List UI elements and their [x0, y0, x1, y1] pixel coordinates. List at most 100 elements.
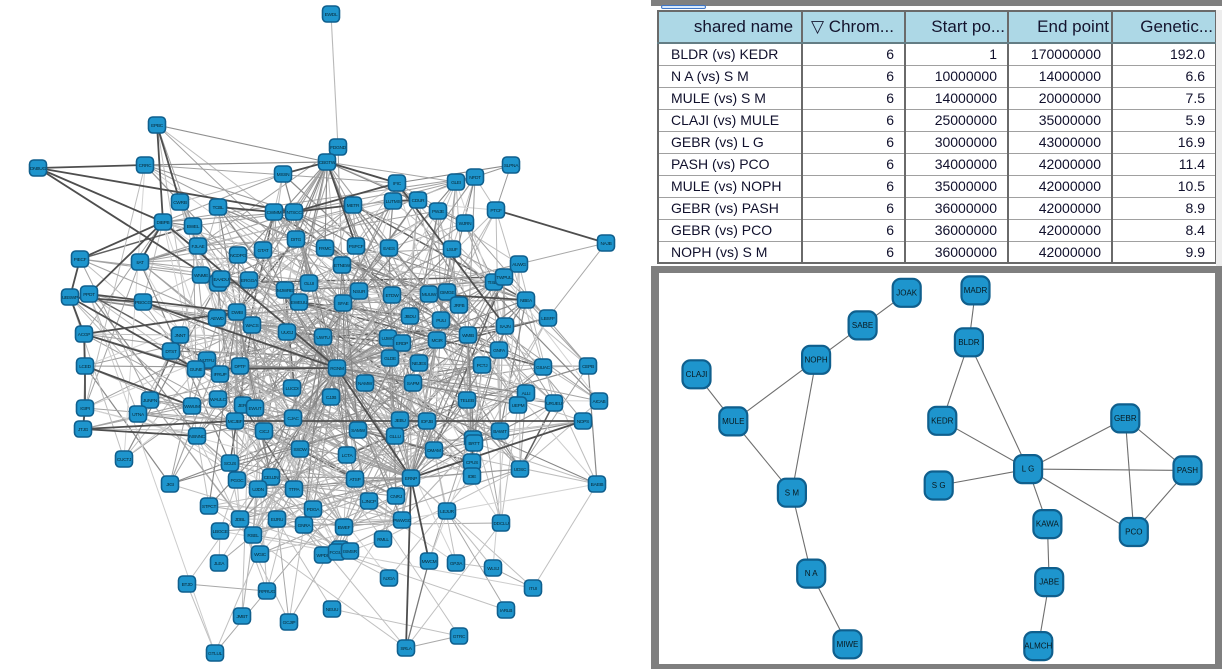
svg-text:LUTMS: LUTMS — [386, 199, 401, 205]
svg-text:N A: N A — [805, 569, 819, 578]
svg-text:UWTU: UWTU — [316, 335, 330, 341]
svg-text:JOAK: JOAK — [896, 288, 918, 297]
svg-text:JABE: JABE — [1039, 578, 1059, 587]
svg-text:AICAB: AICAB — [593, 399, 606, 405]
svg-text:RPRUG: RPRUG — [259, 589, 275, 595]
svg-text:ISMSR: ISMSR — [343, 549, 358, 555]
svg-text:SAJN: SAJN — [499, 324, 511, 330]
svg-text:NCDPG: NCDPG — [230, 253, 246, 259]
svg-text:ERDP: ERDP — [396, 341, 408, 347]
svg-text:PTCF: PTCF — [490, 208, 502, 214]
svg-text:CRRC: CRRC — [139, 163, 152, 169]
svg-text:DPTF: DPTF — [234, 364, 246, 370]
svg-text:CEPB: CEPB — [582, 364, 594, 370]
svg-text:IDIE: IDIE — [468, 474, 476, 480]
svg-text:ETNEW: ETNEW — [334, 263, 351, 269]
svg-text:MUUW: MUUW — [422, 292, 437, 298]
svg-text:PIECF: PIECF — [74, 257, 87, 263]
svg-text:PWJE: PWJE — [432, 209, 444, 215]
svg-text:EIJRU: EIJRU — [271, 517, 284, 523]
svg-text:CUCTJ: CUCTJ — [117, 457, 132, 463]
svg-text:GLLU: GLLU — [389, 434, 401, 440]
svg-text:TISDR: TISDR — [488, 280, 502, 286]
svg-text:CJJB: CJJB — [326, 395, 336, 401]
svg-text:MJTFU: MJTFU — [200, 358, 215, 364]
svg-text:JTJG: JTJG — [78, 427, 89, 433]
svg-text:FCGUT: FCGUT — [329, 550, 344, 556]
svg-text:IGIPI: IGIPI — [80, 406, 89, 412]
svg-text:SABE: SABE — [852, 321, 873, 330]
svg-text:IFRUP: IFRUP — [214, 372, 227, 378]
svg-text:PCO: PCO — [1125, 528, 1142, 537]
svg-text:UUGJ: UUGJ — [281, 330, 294, 336]
svg-text:FDGND: FDGND — [330, 145, 346, 151]
svg-text:FRMC: FRMC — [319, 246, 332, 252]
svg-text:STPCT: STPCT — [202, 504, 217, 510]
svg-text:BLDR: BLDR — [958, 338, 980, 347]
svg-text:TCBL: TCBL — [212, 205, 224, 211]
svg-text:ETDW: ETDW — [386, 293, 400, 299]
svg-text:GPJIA: GPJIA — [450, 561, 463, 567]
svg-text:CLAJI: CLAJI — [686, 370, 708, 379]
svg-text:AEWD: AEWD — [210, 316, 224, 322]
svg-text:EWEUU: EWEUU — [291, 300, 308, 306]
svg-text:S M: S M — [785, 488, 800, 497]
svg-text:SAMW: SAMW — [351, 428, 365, 434]
svg-text:TELEB: TELEB — [460, 398, 474, 404]
svg-text:ERGGA: ERGGA — [241, 278, 258, 284]
svg-text:RGNM: RGNM — [330, 366, 344, 372]
svg-text:PSPCF: PSPCF — [349, 244, 364, 250]
svg-text:IFIC: IFIC — [393, 181, 402, 187]
svg-text:GUNE: GUNE — [190, 367, 203, 373]
svg-text:EAES: EAES — [383, 246, 395, 252]
svg-text:PWWGC: PWWGC — [393, 518, 412, 524]
svg-text:JERJ: JERJ — [238, 403, 249, 409]
svg-text:UEPM: UEPM — [512, 403, 525, 409]
svg-text:DITG: DITG — [291, 237, 302, 243]
svg-text:DWBI: DWBI — [231, 310, 242, 316]
svg-text:PGGC: PGGC — [231, 478, 245, 484]
svg-text:WACS: WACS — [245, 323, 258, 329]
svg-text:BWEF: BWEF — [338, 525, 351, 531]
svg-text:GEBR: GEBR — [1114, 414, 1137, 423]
svg-text:CICJ: CICJ — [259, 429, 269, 435]
svg-text:JDBL: JDBL — [235, 517, 246, 523]
svg-text:SSDW: SSDW — [293, 447, 307, 453]
svg-text:KEDR: KEDR — [931, 416, 953, 425]
svg-text:PBGCG: PBGCG — [135, 300, 151, 306]
svg-text:NEUU: NEUU — [326, 607, 339, 613]
svg-text:BAEIB: BAEIB — [591, 482, 604, 488]
svg-text:WAULC: WAULC — [210, 397, 226, 403]
svg-text:CPUS: CPUS — [466, 460, 478, 466]
svg-text:JLEA: JLEA — [214, 561, 225, 567]
svg-text:NOPH: NOPH — [805, 355, 828, 364]
svg-text:JUNFN: JUNFN — [143, 398, 158, 404]
svg-text:JNNT: JNNT — [174, 333, 185, 339]
svg-text:SRLA: SRLA — [400, 646, 412, 652]
svg-text:NJGA: NJGA — [383, 576, 396, 582]
svg-text:L G: L G — [1022, 465, 1035, 474]
svg-text:CDUR: CDUR — [412, 198, 425, 204]
svg-text:LEJUR: LEJUR — [440, 509, 455, 515]
svg-text:DDCLU: DDCLU — [493, 521, 509, 527]
svg-text:IARLB: IARLB — [500, 608, 512, 614]
svg-text:SFAE: SFAE — [337, 301, 348, 307]
svg-text:IIAT: IIAT — [136, 260, 144, 266]
svg-text:NEJES: NEJES — [412, 361, 426, 367]
svg-text:LBSFF: LBSFF — [541, 316, 555, 322]
svg-text:ALMCH: ALMCH — [1024, 642, 1052, 651]
svg-text:BRTT: BRTT — [468, 441, 480, 447]
svg-text:WJRN: WJRN — [459, 221, 472, 227]
svg-text:CBGTW: CBGTW — [319, 160, 336, 166]
svg-text:NAJB: NAJB — [600, 241, 611, 247]
svg-text:MIWE: MIWE — [837, 640, 859, 649]
svg-text:NDPS: NDPS — [577, 419, 589, 425]
svg-text:JRFB: JRFB — [454, 303, 465, 309]
svg-text:ACGP: ACGP — [78, 332, 90, 338]
svg-text:IDFJB: IDFJB — [421, 419, 433, 425]
svg-text:S G: S G — [932, 481, 946, 490]
svg-text:LCED: LCED — [79, 364, 91, 370]
svg-text:PPDT: PPDT — [83, 292, 95, 298]
svg-text:TTPA: TTPA — [289, 487, 301, 493]
svg-text:GCJIP: GCJIP — [283, 620, 296, 626]
